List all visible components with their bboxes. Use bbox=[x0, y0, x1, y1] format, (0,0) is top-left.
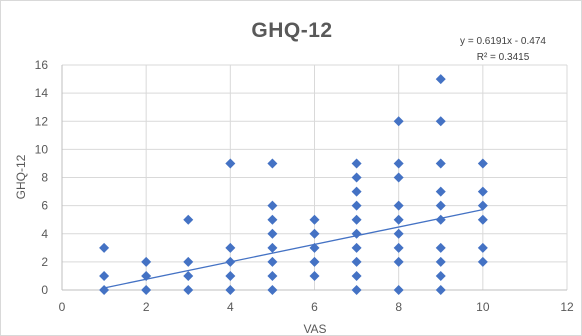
scatter-point bbox=[351, 256, 362, 267]
scatter-point bbox=[225, 270, 236, 281]
scatter-point bbox=[435, 74, 446, 85]
y-tick-label: 12 bbox=[35, 114, 49, 128]
y-axis-title: GHQ-12 bbox=[14, 154, 28, 199]
scatter-point bbox=[351, 270, 362, 281]
scatter-point bbox=[477, 256, 488, 267]
trendline-equation: y = 0.6191x - 0.474 bbox=[460, 36, 546, 47]
scatter-point bbox=[183, 285, 194, 295]
scatter-point bbox=[351, 172, 362, 183]
scatter-point bbox=[393, 256, 404, 267]
scatter-point bbox=[309, 228, 320, 239]
scatter-point bbox=[435, 116, 446, 127]
scatter-point bbox=[393, 158, 404, 169]
y-tick-label: 14 bbox=[35, 86, 49, 100]
scatter-point bbox=[435, 285, 446, 295]
scatter-point bbox=[267, 228, 278, 239]
axis-layer: 0 2 4 6 8 10 12 14 16 0 2 4 6 8 10 12 bbox=[35, 58, 574, 314]
scatter-point bbox=[351, 214, 362, 225]
scatter-point bbox=[309, 270, 320, 281]
scatter-point bbox=[351, 242, 362, 253]
scatter-point bbox=[351, 285, 362, 295]
x-axis-title: VAS bbox=[303, 322, 326, 335]
scatter-point bbox=[351, 228, 362, 239]
scatter-point bbox=[435, 158, 446, 169]
y-tick-label: 4 bbox=[41, 227, 48, 241]
scatter-point bbox=[225, 256, 236, 267]
scatter-point bbox=[435, 214, 446, 225]
scatter-point bbox=[99, 270, 110, 281]
scatter-point bbox=[183, 214, 194, 225]
scatter-point bbox=[393, 285, 404, 295]
scatter-point bbox=[309, 242, 320, 253]
scatter-point bbox=[225, 285, 236, 295]
scatter-point bbox=[351, 158, 362, 169]
scatter-point bbox=[435, 242, 446, 253]
scatter-point bbox=[351, 186, 362, 197]
scatter-point bbox=[393, 172, 404, 183]
chart-title: GHQ-12 bbox=[251, 19, 332, 42]
scatter-point bbox=[393, 116, 404, 127]
scatter-point bbox=[435, 186, 446, 197]
scatter-point bbox=[351, 200, 362, 211]
y-tick-label: 10 bbox=[35, 142, 49, 156]
scatter-point bbox=[99, 242, 110, 253]
scatter-point bbox=[99, 285, 110, 295]
x-tick-label: 6 bbox=[311, 300, 318, 314]
scatter-point bbox=[141, 256, 152, 267]
scatter-point bbox=[435, 200, 446, 211]
scatter-point bbox=[141, 270, 152, 281]
x-tick-label: 8 bbox=[395, 300, 402, 314]
trend-layer bbox=[103, 208, 483, 289]
scatter-point bbox=[477, 214, 488, 225]
scatter-point bbox=[225, 158, 236, 169]
scatter-point bbox=[267, 285, 278, 295]
scatter-point bbox=[477, 200, 488, 211]
x-tick-label: 0 bbox=[59, 300, 66, 314]
y-tick-label: 16 bbox=[35, 58, 49, 72]
scatter-point bbox=[267, 242, 278, 253]
scatter-point bbox=[183, 256, 194, 267]
scatter-point bbox=[435, 256, 446, 267]
trendline-r2: R² = 0.3415 bbox=[477, 52, 530, 63]
scatter-point bbox=[309, 214, 320, 225]
y-tick-label: 8 bbox=[41, 171, 48, 185]
scatter-point bbox=[477, 242, 488, 253]
scatter-point bbox=[477, 158, 488, 169]
scatter-point bbox=[393, 228, 404, 239]
scatter-point bbox=[225, 242, 236, 253]
trendline bbox=[103, 208, 483, 289]
y-tick-label: 0 bbox=[41, 283, 48, 297]
scatter-point bbox=[183, 270, 194, 281]
scatter-point bbox=[267, 200, 278, 211]
y-tick-label: 6 bbox=[41, 199, 48, 213]
y-tick-label: 2 bbox=[41, 255, 48, 269]
x-tick-label: 2 bbox=[143, 300, 150, 314]
scatter-point bbox=[393, 214, 404, 225]
scatter-point bbox=[267, 270, 278, 281]
point-layer bbox=[99, 74, 488, 295]
x-tick-label: 10 bbox=[476, 300, 490, 314]
scatter-point bbox=[309, 256, 320, 267]
scatter-point bbox=[393, 242, 404, 253]
scatter-point bbox=[141, 285, 152, 295]
x-tick-label: 4 bbox=[227, 300, 234, 314]
x-tick-label: 12 bbox=[560, 300, 574, 314]
grid-layer bbox=[62, 64, 568, 290]
scatter-point bbox=[435, 270, 446, 281]
scatter-point bbox=[267, 256, 278, 267]
scatter-point bbox=[393, 200, 404, 211]
scatter-point bbox=[477, 186, 488, 197]
scatter-point bbox=[267, 158, 278, 169]
scatter-point bbox=[267, 214, 278, 225]
